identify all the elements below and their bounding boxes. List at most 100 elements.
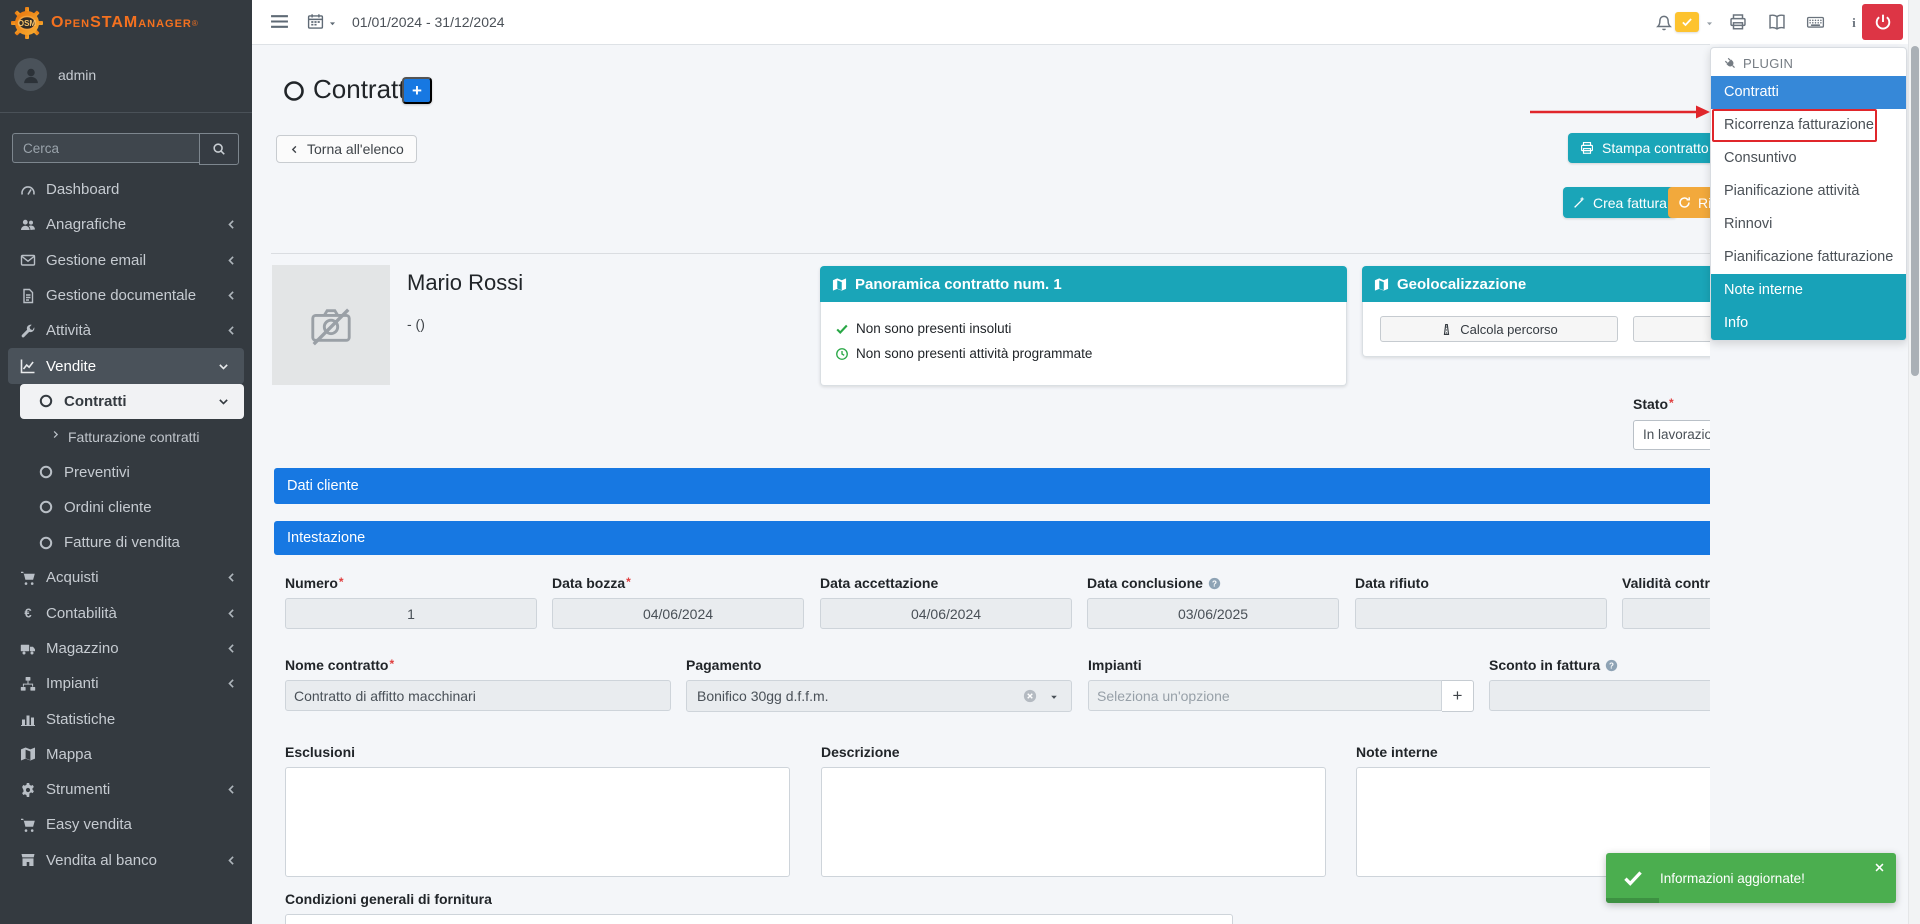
plugin-menu-item[interactable]: Pianificazione attività — [1724, 183, 1860, 199]
svg-text:?: ? — [1609, 661, 1614, 670]
close-icon[interactable] — [1874, 862, 1885, 873]
toast-message: Informazioni aggiornate! — [1660, 870, 1805, 886]
sidebar-item[interactable]: Dashboard — [0, 172, 252, 207]
plugin-menu-item[interactable]: Rinnovi — [1724, 216, 1773, 232]
esclusioni-textarea[interactable] — [285, 767, 790, 877]
sidebar-item[interactable]: Gestione email — [0, 243, 252, 278]
data-rifiuto-input[interactable] — [1355, 598, 1607, 629]
caret-down-icon — [1049, 692, 1059, 702]
sidebar-item[interactable]: Mappa — [0, 737, 252, 772]
sidebar-item[interactable]: Impianti — [0, 666, 252, 701]
calendar-icon[interactable] — [307, 13, 324, 30]
keyboard-icon[interactable] — [1806, 13, 1825, 31]
info-icon[interactable]: i — [1847, 13, 1861, 31]
cart-icon — [16, 570, 40, 586]
field-esclusioni: Esclusioni — [285, 744, 790, 877]
map-icon — [1374, 277, 1389, 292]
calculate-route-button[interactable]: Calcola percorso — [1380, 316, 1618, 342]
numero-input[interactable] — [285, 598, 537, 629]
section-intestazione[interactable]: Intestazione — [274, 521, 1875, 555]
overview-panel-header: Panoramica contratto num. 1 — [820, 266, 1347, 302]
toast-progress-bar — [1606, 898, 1659, 903]
add-impianto-button[interactable]: + — [1442, 680, 1474, 712]
date-range[interactable]: 01/01/2024 - 31/12/2024 — [352, 14, 505, 30]
plugin-menu-item[interactable]: Ricorrenza fatturazione — [1711, 109, 1906, 142]
sidebar-item[interactable]: Ordini cliente — [0, 490, 252, 525]
field-impianti: Impianti + — [1088, 657, 1474, 712]
check-icon — [1681, 16, 1693, 28]
gear-icon — [16, 782, 40, 798]
impianti-select[interactable] — [1088, 680, 1442, 711]
data-conclusione-input[interactable] — [1087, 598, 1339, 629]
search-input[interactable] — [12, 133, 199, 163]
user-panel[interactable]: admin — [14, 58, 96, 91]
question-icon[interactable]: ? — [1208, 577, 1221, 590]
record-image-placeholder — [272, 265, 390, 385]
camera-slash-icon — [308, 302, 354, 348]
print-icon[interactable] — [1729, 13, 1747, 31]
search-button[interactable] — [199, 133, 239, 165]
sidebar-item[interactable]: Vendite — [8, 348, 244, 384]
sidebar-item[interactable]: € Contabilità — [0, 596, 252, 631]
logout-button[interactable] — [1862, 4, 1903, 40]
condizioni-textarea[interactable] — [285, 914, 1233, 924]
tasks-check-button[interactable] — [1675, 12, 1699, 32]
chevron-left-icon — [289, 144, 300, 155]
store-icon — [16, 852, 40, 868]
brand-registered-mark: ® — [191, 18, 198, 28]
route-icon — [1440, 323, 1453, 336]
plugin-menu-item[interactable]: Info — [1711, 307, 1906, 340]
record-circle-icon — [283, 80, 305, 102]
add-record-button[interactable]: + — [402, 77, 432, 104]
sidebar-item[interactable]: Magazzino — [0, 631, 252, 666]
divider — [271, 253, 1875, 254]
bell-icon[interactable] — [1655, 13, 1673, 31]
sidebar-item[interactable]: Easy vendita — [0, 807, 252, 842]
sidebar-item[interactable]: Anagrafiche — [0, 207, 252, 242]
question-icon[interactable]: ? — [1605, 659, 1618, 672]
section-dati-cliente[interactable]: Dati cliente — [274, 468, 1875, 504]
descrizione-textarea[interactable] — [821, 767, 1326, 877]
clear-circle-icon[interactable] — [1023, 689, 1037, 703]
sidebar-item[interactable]: Statistiche — [0, 701, 252, 736]
scrollbar-thumb[interactable] — [1911, 46, 1919, 376]
sidebar-item[interactable]: Strumenti — [0, 772, 252, 807]
refresh-icon — [1678, 196, 1691, 209]
plugin-menu-item[interactable]: Pianificazione fatturazione — [1724, 249, 1894, 265]
record-name: Mario Rossi — [407, 270, 524, 295]
sidebar-item[interactable]: Fatture di vendita — [0, 525, 252, 560]
search-icon — [212, 142, 226, 156]
sidebar-item[interactable]: Contratti — [20, 383, 244, 420]
sidebar-nav: Dashboard Anagrafiche Gestione email — [0, 172, 252, 878]
svg-text:OSM: OSM — [18, 19, 37, 28]
caret-down-icon[interactable] — [1705, 19, 1714, 28]
field-data-accettazione: Data accettazione — [820, 575, 1072, 629]
overview-panel-body: Non sono presenti insoluti Non sono pres… — [820, 302, 1347, 386]
book-icon[interactable] — [1768, 13, 1786, 31]
required-asterisk — [625, 575, 631, 591]
sidebar-item[interactable]: Gestione documentale — [0, 278, 252, 313]
sidebar-item[interactable]: Attività — [0, 313, 252, 348]
check-icon — [1622, 867, 1644, 889]
field-numero: Numero — [285, 575, 537, 629]
required-asterisk — [388, 657, 394, 673]
sidebar-item[interactable]: Preventivi — [0, 454, 252, 489]
sidebar-item[interactable]: Fatturazione contratti — [0, 419, 252, 454]
data-bozza-input[interactable] — [552, 598, 804, 629]
data-accettazione-input[interactable] — [820, 598, 1072, 629]
plugin-menu-item[interactable]: Note interne — [1711, 274, 1906, 307]
back-to-list-button[interactable]: Torna all'elenco — [276, 135, 417, 163]
pagamento-select[interactable]: Bonifico 30gg d.f.f.m. — [686, 680, 1072, 712]
sidebar-item[interactable]: Vendita al banco — [0, 843, 252, 878]
print-icon — [1580, 141, 1594, 155]
cart-icon — [16, 817, 40, 833]
brand-logo[interactable]: OSM OpenSTAManager ® — [0, 0, 252, 46]
scrollbar[interactable] — [1908, 0, 1920, 924]
plugin-menu-item[interactable]: Contratti — [1711, 76, 1906, 109]
create-invoice-button[interactable]: Crea fattura — [1563, 187, 1677, 218]
nome-contratto-input[interactable] — [285, 680, 671, 711]
sidebar-item[interactable]: Acquisti — [0, 560, 252, 595]
hamburger-icon[interactable] — [270, 14, 289, 29]
plugin-menu-item[interactable]: Consuntivo — [1724, 150, 1797, 166]
